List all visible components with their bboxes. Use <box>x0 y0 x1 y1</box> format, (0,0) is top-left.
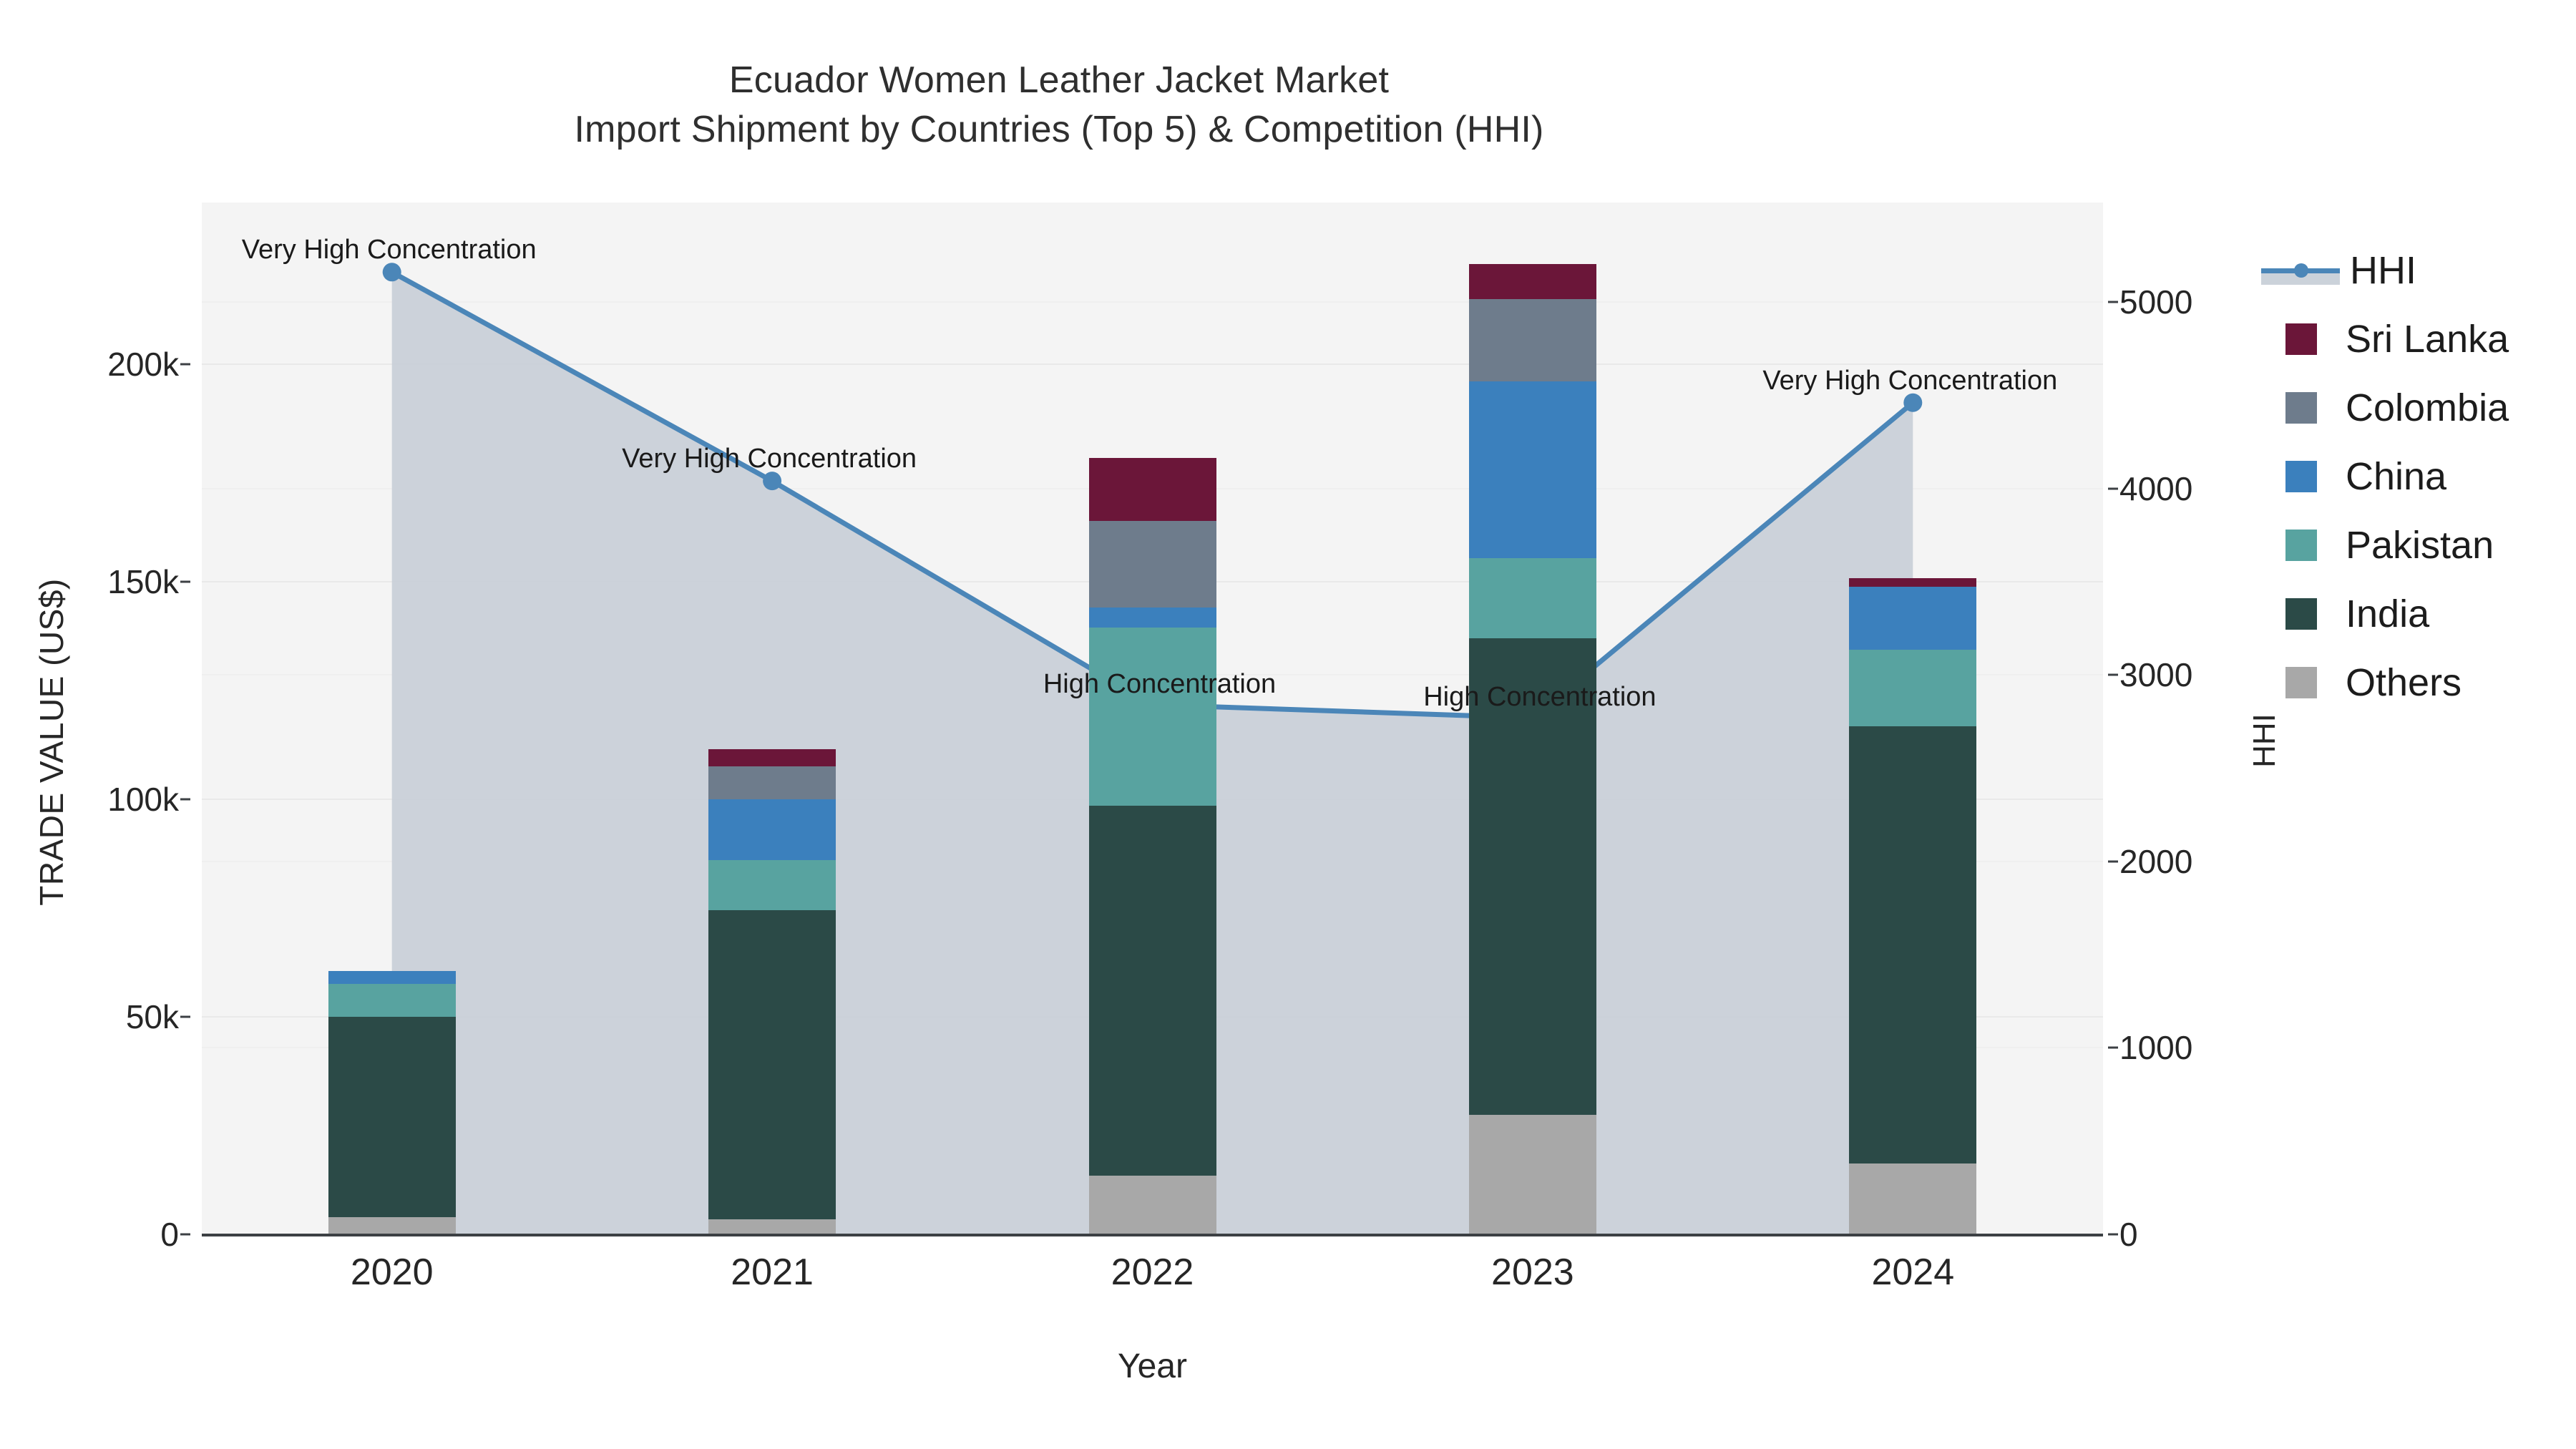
y-tick-left-label: 50k <box>125 998 179 1035</box>
bar-segment <box>1088 1175 1216 1234</box>
y-tick-right-label: 3000 <box>2119 656 2193 694</box>
annotation-label: High Concentration <box>1423 682 1657 713</box>
y-tick-right: 0 <box>2108 1215 2263 1254</box>
x-axis-spine <box>202 1234 2103 1236</box>
legend-item-sri-lanka[interactable]: Sri Lanka <box>2261 305 2569 374</box>
bar-segment <box>328 971 456 985</box>
legend-label: China <box>2346 455 2447 498</box>
bar-segment <box>1849 1163 1977 1234</box>
y-tick-left: 200k <box>43 345 190 384</box>
bar-segment <box>1088 608 1216 628</box>
bar-segment <box>1088 806 1216 1176</box>
y-tick-right: 3000 <box>2108 655 2263 694</box>
legend-item-india[interactable]: India <box>2261 580 2569 648</box>
y-tick-left-label: 200k <box>107 346 179 383</box>
chart-legend: HHI Sri Lanka Colombia China Pakistan India Ot… <box>2261 236 2569 717</box>
bar-segment <box>328 1017 456 1217</box>
legend-swatch-icon <box>2285 392 2317 424</box>
y-tick-left-label: 150k <box>107 563 179 600</box>
bar-segment <box>708 749 836 767</box>
x-tick-label: 2022 <box>1111 1252 1194 1293</box>
annotation-label: High Concentration <box>1043 668 1277 699</box>
bar-segment <box>708 910 836 1219</box>
x-axis-label: Year <box>1118 1347 1187 1385</box>
legend-swatch-icon <box>2285 667 2317 698</box>
y-tick-right-label: 4000 <box>2119 469 2193 507</box>
legend-swatch-icon <box>2285 530 2317 561</box>
y-tick-right-label: 1000 <box>2119 1029 2193 1067</box>
bar-segment <box>1849 587 1977 650</box>
bar-segment <box>1849 578 1977 587</box>
annotation-label: Very High Concentration <box>1762 365 2058 396</box>
legend-item-pakistan[interactable]: Pakistan <box>2261 511 2569 580</box>
y-tick-right: 1000 <box>2108 1028 2263 1067</box>
annotation-label: Very High Concentration <box>241 235 537 265</box>
legend-label: Pakistan <box>2346 524 2494 567</box>
bar-segment <box>1088 457 1216 521</box>
bar-segment <box>1468 1114 1596 1234</box>
bar-segment <box>1849 726 1977 1163</box>
legend-label: India <box>2346 592 2430 635</box>
bar-segment <box>1468 264 1596 299</box>
y-tick-left-label: 0 <box>160 1216 179 1253</box>
legend-swatch-icon <box>2285 461 2317 492</box>
x-tick-label: 2023 <box>1491 1252 1574 1293</box>
legend-item-hhi[interactable]: HHI <box>2261 236 2569 305</box>
y-tick-left: 150k <box>43 562 190 601</box>
bar-segment <box>1468 381 1596 558</box>
legend-swatch-icon <box>2285 598 2317 630</box>
bar-segment <box>1468 298 1596 382</box>
bar-segment <box>708 860 836 911</box>
legend-item-china[interactable]: China <box>2261 442 2569 511</box>
legend-label: Others <box>2346 661 2462 704</box>
bar-segment <box>708 766 836 799</box>
y-axis-left-label: TRADE VALUE (US$) <box>33 578 70 906</box>
chart-title: Ecuador Women Leather Jacket Market Impo… <box>0 56 2118 154</box>
y-tick-left: 50k <box>43 997 190 1036</box>
legend-swatch-icon <box>2285 323 2317 355</box>
y-tick-right: 4000 <box>2108 469 2263 508</box>
bar-segment <box>1088 520 1216 608</box>
gridline-right <box>202 301 2103 303</box>
x-tick-label: 2020 <box>350 1252 434 1293</box>
bar-segment <box>708 1219 836 1234</box>
x-tick-label: 2024 <box>1871 1252 1955 1293</box>
legend-line-key-icon <box>2261 255 2340 286</box>
legend-label: HHI <box>2350 249 2416 292</box>
gridline-left <box>202 364 2103 365</box>
y-tick-left: 100k <box>43 780 190 819</box>
bar-segment <box>328 984 456 1017</box>
legend-label: Sri Lanka <box>2346 318 2509 361</box>
bar-segment <box>1088 627 1216 806</box>
y-tick-left: 0 <box>43 1215 190 1254</box>
legend-item-others[interactable]: Others <box>2261 648 2569 717</box>
y-tick-right: 2000 <box>2108 842 2263 881</box>
y-tick-right-label: 2000 <box>2119 842 2193 880</box>
y-tick-left-label: 100k <box>107 781 179 818</box>
title-line-2: Import Shipment by Countries (Top 5) & C… <box>574 108 1544 150</box>
bar-segment <box>1849 650 1977 726</box>
x-tick-label: 2021 <box>731 1252 814 1293</box>
bar-segment <box>708 799 836 861</box>
annotation-label: Very High Concentration <box>622 444 917 474</box>
y-tick-right-label: 0 <box>2119 1216 2138 1253</box>
title-line-1: Ecuador Women Leather Jacket Market <box>728 59 1390 101</box>
legend-label: Colombia <box>2346 386 2509 429</box>
y-tick-right-label: 5000 <box>2119 283 2193 321</box>
y-tick-right: 5000 <box>2108 283 2263 321</box>
bar-segment <box>328 1216 456 1234</box>
legend-item-colombia[interactable]: Colombia <box>2261 374 2569 442</box>
bar-segment <box>1468 638 1596 1115</box>
bar-segment <box>1468 557 1596 639</box>
